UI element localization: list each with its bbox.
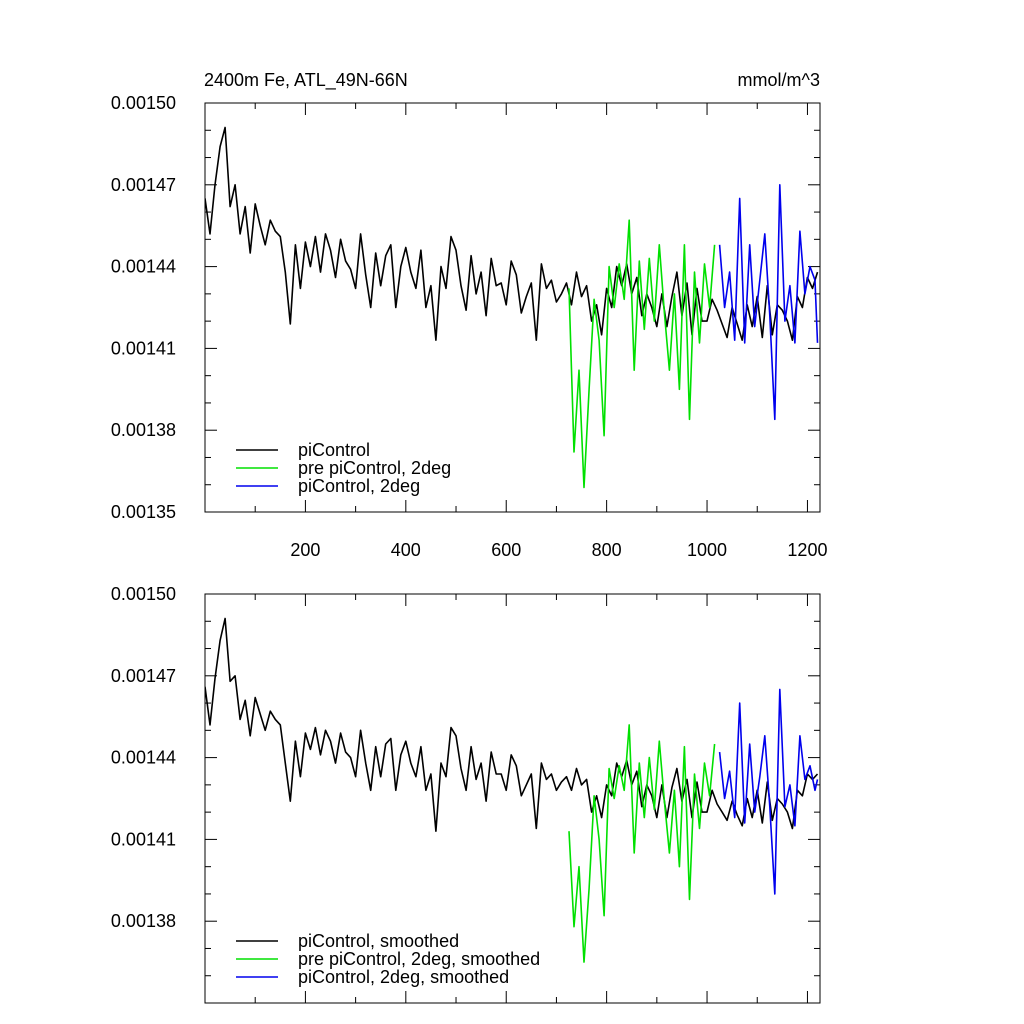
legend-label: piControl, 2deg, smoothed (298, 967, 509, 987)
series-line-2 (568, 724, 716, 963)
y-tick-label: 0.00150 (111, 584, 176, 604)
legend-label: pre piControl, 2deg, smoothed (298, 949, 540, 969)
y-tick-label: 0.00141 (111, 338, 176, 358)
x-tick-label: 400 (391, 540, 421, 560)
series-line-2 (568, 219, 716, 489)
x-tick-label: 800 (592, 540, 622, 560)
y-tick-label: 0.00135 (111, 502, 176, 522)
y-tick-label: 0.00144 (111, 748, 176, 768)
plot-frame (204, 102, 821, 513)
series-line-1 (205, 126, 819, 342)
y-tick-label: 0.00147 (111, 666, 176, 686)
x-tick-label: 1200 (787, 540, 827, 560)
plot-frame (204, 593, 821, 1004)
x-tick-label: 200 (290, 540, 320, 560)
x-tick-label: 600 (491, 540, 521, 560)
y-tick-label: 0.00150 (111, 93, 176, 113)
x-tick-label: 1000 (687, 540, 727, 560)
legend-label: pre piControl, 2deg (298, 458, 451, 478)
series-line-3 (718, 184, 819, 421)
series-line-1 (205, 617, 819, 833)
legend-label: piControl, 2deg (298, 476, 420, 496)
series-line-3 (718, 688, 819, 895)
chart-title: 2400m Fe, ATL_49N-66N (204, 70, 408, 91)
y-tick-label: 0.00141 (111, 829, 176, 849)
units-label: mmol/m^3 (738, 70, 820, 90)
y-tick-label: 0.00138 (111, 911, 176, 931)
y-tick-label: 0.00144 (111, 257, 176, 277)
y-tick-label: 0.00147 (111, 175, 176, 195)
legend-label: piControl (298, 440, 370, 460)
legend-label: piControl, smoothed (298, 931, 459, 951)
y-tick-label: 0.00138 (111, 420, 176, 440)
